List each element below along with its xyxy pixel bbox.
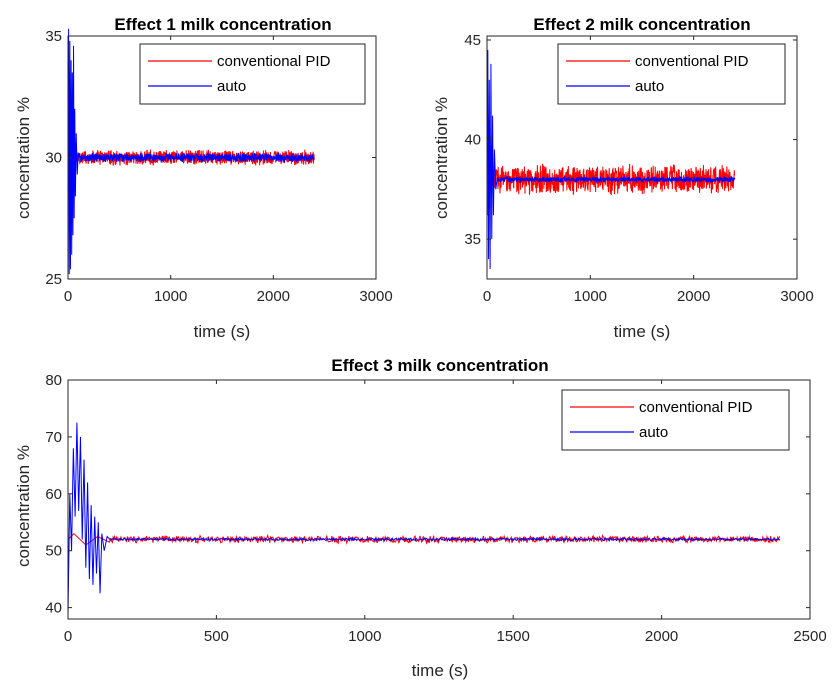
axes-box [67, 379, 811, 620]
x-axis-label: time (s) [412, 661, 469, 680]
y-tick-label: 80 [45, 372, 62, 389]
x-tick-label: 2000 [645, 628, 678, 645]
legend-label: conventional PID [635, 53, 749, 70]
legend-box [139, 43, 366, 105]
legend-box [557, 43, 786, 105]
y-tick-label: 40 [45, 600, 62, 617]
chart-title: Effect 2 milk concentration [533, 15, 750, 34]
x-axis-label: time (s) [194, 322, 251, 341]
y-axis-label: concentration % [432, 97, 451, 219]
legend-label: auto [635, 78, 664, 95]
x-tick-label: 1500 [497, 628, 530, 645]
y-axis-label: concentration % [14, 97, 33, 219]
plot-area: 0 1000 2000 3000 35 40 45 conventional PID auto [464, 32, 813, 305]
legend-label: auto [217, 78, 246, 95]
y-tick-label: 30 [45, 150, 62, 167]
legend-label: conventional PID [217, 53, 331, 70]
chart-title: Effect 1 milk concentration [114, 15, 331, 34]
y-tick-label: 60 [45, 486, 62, 503]
plot-area: 0 500 1000 1500 2000 2500 40 50 60 70 80 convention… [45, 372, 826, 645]
series-line-auto [486, 49, 736, 270]
chart-title: Effect 3 milk concentration [331, 356, 548, 375]
y-tick-label: 35 [464, 231, 481, 248]
x-tick-label: 2000 [677, 288, 710, 305]
legend-label: auto [639, 424, 668, 441]
x-tick-label: 0 [483, 288, 491, 305]
y-axis-label: concentration % [14, 445, 33, 567]
x-tick-label: 3000 [359, 288, 392, 305]
chart-panel-effect-1: Effect 1 milk concentration time (s) con… [14, 15, 393, 341]
x-tick-label: 2000 [257, 288, 290, 305]
legend-box [561, 389, 790, 451]
series-line-auto [67, 422, 781, 617]
y-tick-label: 45 [464, 32, 481, 49]
chart-panel-effect-3: Effect 3 milk concentration time (s) con… [14, 356, 827, 680]
legend: conventional PID auto [139, 43, 366, 105]
legend: conventional PID auto [561, 389, 790, 451]
y-tick-label: 70 [45, 429, 62, 446]
x-tick-label: 2500 [793, 628, 826, 645]
legend-label: conventional PID [639, 399, 753, 416]
chart-panel-effect-2: Effect 2 milk concentration time (s) con… [432, 15, 814, 341]
x-tick-label: 3000 [780, 288, 813, 305]
x-tick-label: 1000 [574, 288, 607, 305]
x-tick-label: 500 [204, 628, 229, 645]
legend: conventional PID auto [557, 43, 786, 105]
x-tick-label: 1000 [154, 288, 187, 305]
x-axis-label: time (s) [614, 322, 671, 341]
y-tick-label: 25 [45, 271, 62, 288]
y-tick-label: 50 [45, 543, 62, 560]
axes-box [486, 35, 798, 280]
series-line-auto [67, 28, 315, 275]
y-tick-label: 40 [464, 132, 481, 149]
x-tick-label: 1000 [348, 628, 381, 645]
x-tick-label: 0 [64, 288, 72, 305]
plot-area: 0 1000 2000 3000 25 30 35 conventional PID auto [45, 28, 392, 305]
y-tick-label: 35 [45, 28, 62, 45]
x-tick-label: 0 [64, 628, 72, 645]
